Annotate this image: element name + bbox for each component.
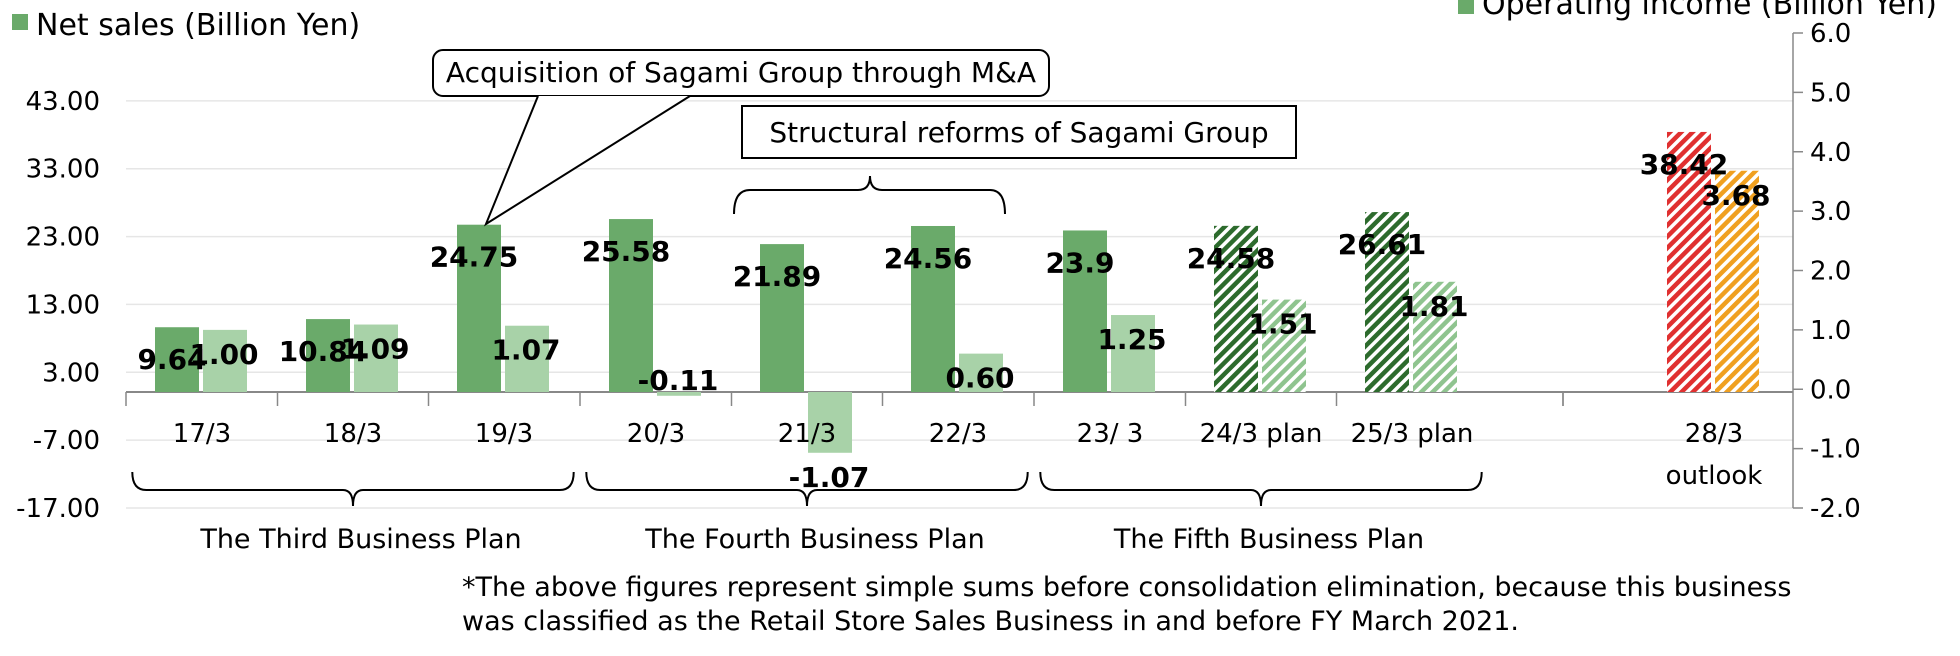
legend-net-sales: Net sales (Billion Yen) xyxy=(12,8,360,43)
bar-net-sales xyxy=(609,219,653,392)
category-label: 18/3 xyxy=(324,419,382,449)
y-left-tick-label: 43.00 xyxy=(26,87,100,117)
data-label-net-sales: 24.58 xyxy=(1187,242,1276,275)
y-right-tick-label: 2.0 xyxy=(1810,257,1851,287)
y-right-tick-label: 3.0 xyxy=(1810,197,1851,227)
legend-operating-income: Operating income (Billion Yen) xyxy=(1458,0,1937,22)
annotation-acquisition-text: Acquisition of Sagami Group through M&A xyxy=(446,56,1036,89)
y-left-tick-label: 23.00 xyxy=(26,223,100,253)
business-plan-brackets: The Third Business Plan The Fourth Busine… xyxy=(131,471,1483,555)
footnote-line-1: *The above figures represent simple sums… xyxy=(462,572,1791,603)
y-left-tick-label: 3.00 xyxy=(42,358,100,388)
y-right-tick-label: 0.0 xyxy=(1810,375,1851,405)
category-label: 19/3 xyxy=(475,419,533,449)
bar-operating-income xyxy=(1715,170,1759,392)
data-label-operating-income: 1.25 xyxy=(1097,323,1166,356)
data-label-net-sales: 24.56 xyxy=(884,242,973,275)
data-label-operating-income: 0.60 xyxy=(945,362,1014,395)
bar-operating-income xyxy=(1262,299,1306,392)
bar-net-sales xyxy=(760,244,804,392)
y-right-tick-label: -1.0 xyxy=(1810,435,1861,465)
legend-label-operating-income: Operating income (Billion Yen) xyxy=(1482,0,1937,22)
bar-operating-income xyxy=(505,325,549,392)
category-label: 25/3 plan xyxy=(1351,419,1474,449)
axes: 43.00 33.00 23.00 13.00 3.00 -7.00 -17.00 6.0 5.… xyxy=(16,19,1861,524)
annotation-acquisition-box xyxy=(432,49,1050,97)
data-label-operating-income: 1.09 xyxy=(340,333,409,366)
data-label-net-sales: 10.84 xyxy=(279,335,368,368)
bar-net-sales xyxy=(1365,212,1409,392)
bar-operating-income xyxy=(1111,315,1155,392)
data-label-net-sales: 26.61 xyxy=(1338,228,1427,261)
bar-net-sales xyxy=(457,224,501,392)
business-plan-bracket xyxy=(1039,471,1483,507)
annotation-structural-reforms-brace xyxy=(733,175,1006,215)
data-label-operating-income: 1.51 xyxy=(1248,308,1317,341)
legend-swatch-net-sales xyxy=(12,14,28,30)
y-right-tick-label: 1.0 xyxy=(1810,316,1851,346)
bar-net-sales xyxy=(155,327,199,392)
category-label: 21/3 xyxy=(778,419,836,449)
bars xyxy=(155,131,1759,453)
business-plan-bracket xyxy=(131,471,575,507)
legend-label-net-sales: Net sales (Billion Yen) xyxy=(36,8,360,43)
bar-operating-income xyxy=(959,353,1003,392)
category-label: 23/ 3 xyxy=(1077,419,1144,449)
y-right-tick-label: -2.0 xyxy=(1810,494,1861,524)
category-sublabel: outlook xyxy=(1666,461,1763,491)
data-label-net-sales: 21.89 xyxy=(733,260,822,293)
legend-swatch-operating-income xyxy=(1458,0,1474,14)
bar-net-sales xyxy=(911,225,955,392)
bar-net-sales xyxy=(306,319,350,392)
data-label-net-sales: 9.64 xyxy=(137,343,206,376)
business-plan-label: The Fifth Business Plan xyxy=(1113,524,1424,555)
bar-net-sales xyxy=(1667,131,1711,392)
business-plan-label: The Third Business Plan xyxy=(199,524,521,555)
business-plan-label: The Fourth Business Plan xyxy=(644,524,984,555)
data-label-operating-income: 1.07 xyxy=(491,334,560,367)
annotation-acquisition-pointer xyxy=(483,95,691,227)
bar-operating-income xyxy=(657,392,701,396)
category-label: 17/3 xyxy=(173,419,231,449)
data-label-operating-income: -1.07 xyxy=(789,461,870,494)
bar-operating-income xyxy=(203,329,247,392)
data-label-net-sales: 23.9 xyxy=(1045,246,1114,279)
annotation-structural-reforms: Structural reforms of Sagami Group xyxy=(733,105,1297,215)
business-plan-bracket xyxy=(585,471,1029,507)
category-label: 24/3 plan xyxy=(1200,419,1323,449)
bar-operating-income xyxy=(354,324,398,392)
bar-net-sales xyxy=(1214,225,1258,392)
data-label-operating-income: 3.68 xyxy=(1701,179,1770,212)
y-right-tick-label: 4.0 xyxy=(1810,138,1851,168)
annotation-structural-reforms-text: Structural reforms of Sagami Group xyxy=(769,116,1268,149)
y-left-tick-label: -17.00 xyxy=(16,494,100,524)
data-label-operating-income: 1.81 xyxy=(1399,290,1468,323)
data-label-net-sales: 25.58 xyxy=(582,235,671,268)
data-label-operating-income: -0.11 xyxy=(638,364,719,397)
data-label-net-sales: 38.42 xyxy=(1640,148,1729,181)
bar-net-sales xyxy=(1063,230,1107,392)
y-left-tick-label: 13.00 xyxy=(26,290,100,320)
annotation-structural-reforms-box xyxy=(741,105,1297,159)
y-left-tick-label: 33.00 xyxy=(26,155,100,185)
data-label-operating-income: 1.00 xyxy=(189,338,258,371)
category-label: 20/3 xyxy=(627,419,685,449)
category-label: 28/3 xyxy=(1685,419,1743,449)
bar-operating-income xyxy=(808,392,852,453)
y-right-tick-label: 6.0 xyxy=(1810,19,1851,49)
y-left-tick-label: -7.00 xyxy=(33,426,100,456)
y-right-tick-label: 5.0 xyxy=(1810,78,1851,108)
data-labels: 9.641.00 10.841.09 24.75 1.07 25.58 -0.11 21.8… xyxy=(137,148,1770,494)
footnote-line-2: was classified as the Retail Store Sales… xyxy=(462,606,1519,637)
category-labels: 17/3 18/3 19/3 20/3 21/3 22/3 23/ 3 24/3 plan 25… xyxy=(173,419,1763,491)
category-label: 22/3 xyxy=(929,419,987,449)
annotation-acquisition: Acquisition of Sagami Group through M&A xyxy=(432,49,1050,227)
bar-operating-income xyxy=(1413,281,1457,392)
data-label-net-sales: 24.75 xyxy=(430,241,519,274)
